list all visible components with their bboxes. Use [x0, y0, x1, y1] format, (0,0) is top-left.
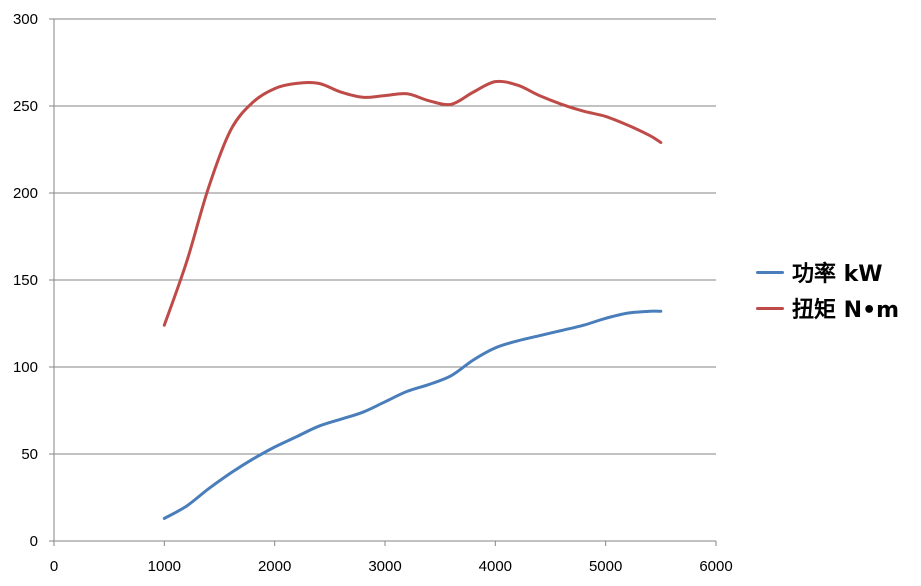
legend-swatch-power [756, 270, 784, 274]
x-tick-label-5: 5000 [589, 558, 622, 575]
y-tick-label-2: 100 [13, 359, 38, 376]
x-tick-label-6: 6000 [699, 558, 732, 575]
x-tick-label-3: 3000 [368, 558, 401, 575]
legend: 功率 kW 扭矩 N•m [756, 254, 899, 326]
x-tick-label-2: 2000 [258, 558, 291, 575]
legend-item-torque: 扭矩 N•m [756, 290, 899, 326]
x-tick-label-0: 0 [50, 558, 58, 575]
y-tick-label-4: 200 [13, 185, 38, 202]
legend-label-torque: 扭矩 N•m [792, 298, 900, 323]
y-tick-labels: 0 50 100 150 200 250 300 [13, 11, 38, 550]
legend-swatch-torque [756, 306, 784, 310]
x-tick-labels: 0 1000 2000 3000 4000 5000 6000 [50, 558, 733, 575]
y-tick-label-0: 0 [30, 533, 38, 550]
series-line-power [162, 309, 663, 520]
legend-label-power: 功率 kW [792, 262, 883, 287]
series-line-torque [162, 79, 663, 327]
series-lines [162, 79, 663, 520]
y-tick-label-5: 250 [13, 98, 38, 115]
x-tick-label-1: 1000 [148, 558, 181, 575]
y-tick-label-3: 150 [13, 272, 38, 289]
y-tick-label-1: 50 [21, 446, 38, 463]
axes [49, 18, 717, 546]
x-tick-label-4: 4000 [479, 558, 512, 575]
gridlines [54, 18, 716, 455]
y-tick-label-6: 300 [13, 11, 38, 28]
legend-item-power: 功率 kW [756, 254, 899, 290]
